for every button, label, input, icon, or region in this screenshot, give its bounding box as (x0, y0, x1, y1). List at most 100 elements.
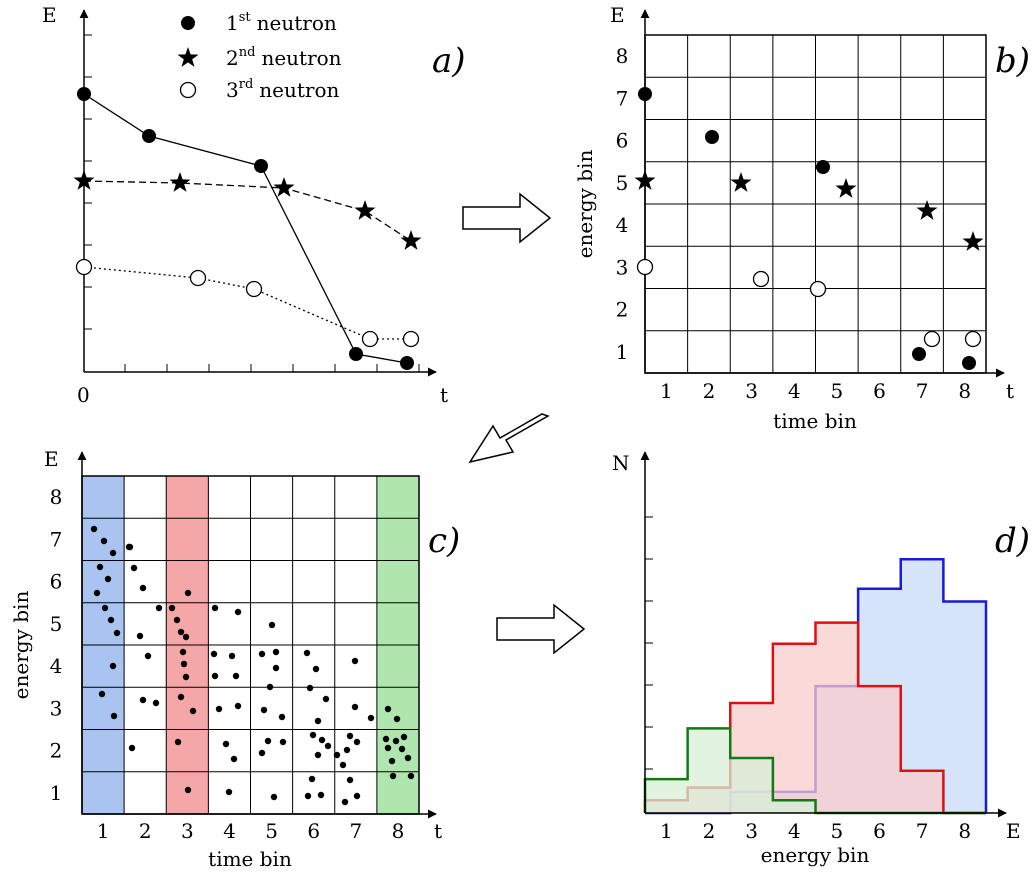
event-dot (155, 604, 163, 612)
panel-c-x-tick-6: 6 (307, 819, 320, 843)
event-dot (404, 754, 412, 762)
event-dot (230, 755, 238, 763)
neutron-1-curve (83, 93, 408, 364)
event-dot (113, 629, 121, 637)
event-dot (107, 616, 115, 624)
event-dot (90, 525, 98, 533)
event-dot (314, 717, 322, 725)
event-dot (384, 744, 392, 752)
panel-b-label: b) (995, 41, 1030, 81)
panel-b-x-tick-7: 7 (916, 379, 929, 403)
panel-b-x-tick-4: 4 (788, 379, 801, 403)
panel-c-y-tick-1: 1 (50, 781, 63, 805)
event-dot (184, 786, 192, 794)
event-dot (272, 648, 280, 656)
event-dot (180, 660, 188, 668)
event-dot (228, 652, 236, 660)
arrow-a-to-b (462, 192, 552, 244)
event-dot (126, 543, 134, 551)
panel-c-event-dots (90, 525, 415, 806)
event-dot (266, 683, 274, 691)
panel-b-y-tick-5: 5 (616, 171, 629, 195)
event-dot (101, 604, 109, 612)
panel-c-x-tick-4: 4 (223, 819, 236, 843)
panel-b-x-tick-8: 8 (958, 379, 971, 403)
event-dot (222, 740, 230, 748)
event-dot (367, 714, 375, 722)
panel-c-y-tick-4: 4 (50, 654, 63, 678)
event-dot (234, 608, 242, 616)
event-dot (225, 788, 233, 796)
event-dot (100, 537, 108, 545)
neutron-1-markers (77, 87, 414, 370)
panel-b-x-title: time bin (773, 409, 857, 433)
panel-a-y-axis-label: E (42, 3, 57, 27)
event-dot (174, 738, 182, 746)
event-dot (211, 604, 219, 612)
event-dot (333, 751, 341, 759)
panel-c-x-title: time bin (208, 847, 292, 871)
legend-marker-star (177, 47, 199, 67)
event-dot (398, 745, 406, 753)
panel-c-y-tick-7: 7 (50, 527, 63, 551)
panel-b-x-axis-label: t (1006, 379, 1014, 403)
event-dot (314, 751, 322, 759)
panel-d-y-axis-label: N (612, 451, 630, 475)
event-dot (168, 604, 176, 612)
legend-marker-filled-circle (181, 16, 195, 30)
panel-b-x-tick-3: 3 (745, 379, 758, 403)
panel-d-x-tick-2: 2 (703, 819, 716, 843)
event-dot (211, 672, 219, 680)
panel-d-x-tick-5: 5 (830, 819, 843, 843)
panel-c-y-title: energy bin (9, 591, 33, 700)
panel-d: N E d) 1 2 3 4 5 6 7 8 energy bin (612, 451, 1030, 867)
event-dot (343, 746, 351, 754)
event-dot (312, 665, 320, 673)
panel-b-x-tick-2: 2 (703, 379, 716, 403)
event-dot (109, 549, 117, 557)
panel-c-x-tick-5: 5 (265, 819, 278, 843)
event-dot (260, 706, 268, 714)
panel-a: E t 0 a) 1st neutron 2nd neutron 3rd neutro… (42, 3, 466, 407)
panel-d-x-tick-6: 6 (873, 819, 886, 843)
event-dot (318, 736, 326, 744)
event-dot (389, 772, 397, 780)
event-dot (272, 664, 280, 672)
panel-c-y-axis-label: E (44, 447, 59, 471)
panel-b-x-tick-1: 1 (660, 379, 673, 403)
event-dot (96, 563, 104, 571)
event-dot (304, 792, 312, 800)
panel-d-x-tick-1: 1 (660, 819, 673, 843)
event-dot (308, 775, 316, 783)
panel-d-x-tick-3: 3 (745, 819, 758, 843)
event-dot (182, 673, 190, 681)
panel-c-y-tick-2: 2 (50, 739, 63, 763)
legend-marker-open-circle (179, 81, 197, 99)
event-dot (317, 791, 325, 799)
event-dot (258, 749, 266, 757)
event-dot (177, 628, 185, 636)
panel-b-y-tick-4: 4 (616, 213, 629, 237)
panel-d-label: d) (995, 521, 1030, 561)
panel-c-x-tick-1: 1 (97, 819, 110, 843)
event-dot (388, 757, 396, 765)
legend: 1st neutron 2nd neutron 3rd neutron (177, 10, 342, 102)
event-dot (407, 772, 415, 780)
event-dot (303, 649, 311, 657)
event-dot (139, 696, 147, 704)
panel-c-label: c) (428, 521, 460, 561)
event-dot (351, 703, 359, 711)
panel-c-y-tick-5: 5 (50, 612, 63, 636)
event-dot (270, 793, 278, 801)
panel-b-y-tick-1: 1 (616, 340, 629, 364)
panel-a-x-axis-label: t (440, 383, 448, 407)
event-dot (339, 761, 347, 769)
panel-b-neutron-1-markers (638, 87, 976, 370)
neutron-3-curve (83, 266, 411, 340)
event-dot (184, 589, 192, 597)
neutron-2-markers (73, 170, 422, 250)
event-dot (98, 690, 106, 698)
event-dot (189, 707, 197, 715)
event-dot (392, 737, 400, 745)
